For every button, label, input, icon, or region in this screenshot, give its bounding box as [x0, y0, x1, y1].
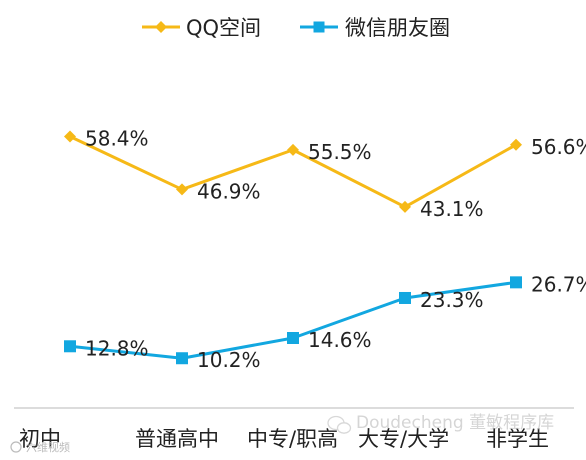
- data-point-0-0: [64, 130, 76, 143]
- data-point-1-2: [287, 332, 299, 344]
- data-point-1-0: [64, 340, 76, 353]
- watermark-text: Doudecheng 董敏程序库: [356, 413, 554, 433]
- data-point-0-3: [399, 200, 411, 213]
- category-label-1: 普通高中: [135, 427, 219, 451]
- data-label-1-2: 14.6%: [308, 328, 372, 352]
- data-point-1-3: [399, 291, 411, 304]
- data-point-1-4: [510, 276, 522, 289]
- data-label-0-4: 56.6%: [531, 135, 586, 159]
- data-point-0-4: [510, 138, 522, 151]
- legend-item-0: QQ空间: [142, 16, 261, 40]
- data-label-0-0: 58.4%: [85, 127, 149, 151]
- watermark: Doudecheng 董敏程序库 六维视频: [10, 413, 554, 454]
- data-label-1-0: 12.8%: [85, 336, 149, 360]
- category-label-4: 非学生: [486, 427, 549, 451]
- series-layer: 58.4% 46.9% 55.5% 43.1% 56.6% 12.8% 10.2% 14.6%…: [64, 127, 586, 372]
- category-label-2: 中专/职高: [247, 427, 338, 451]
- series-0: 58.4% 46.9% 55.5% 43.1% 56.6%: [64, 127, 586, 221]
- data-label-1-3: 23.3%: [420, 288, 484, 312]
- legend-item-1: 微信朋友圈: [300, 16, 450, 40]
- legend-marker-1: [313, 21, 325, 33]
- category-label-3: 大专/大学: [358, 427, 449, 451]
- watermark-small-text: 六维视频: [26, 440, 70, 454]
- x-axis-categories: 初中 普通高中 中专/职高 大专/大学 非学生: [19, 427, 549, 451]
- legend: QQ空间 微信朋友圈: [142, 16, 450, 40]
- wechat-icon: [327, 415, 352, 434]
- data-label-1-4: 26.7%: [531, 272, 586, 296]
- data-label-0-2: 55.5%: [308, 140, 372, 164]
- data-point-0-1: [176, 183, 188, 196]
- legend-label-1: 微信朋友圈: [345, 16, 450, 40]
- weibo-icon: [10, 441, 22, 453]
- legend-marker-0: [155, 21, 167, 33]
- data-label-0-3: 43.1%: [420, 197, 484, 221]
- data-point-1-1: [176, 352, 188, 365]
- data-label-0-1: 46.9%: [197, 179, 261, 203]
- data-label-1-1: 10.2%: [197, 348, 261, 372]
- category-label-0: 初中: [19, 427, 61, 451]
- series-1: 12.8% 10.2% 14.6% 23.3% 26.7%: [64, 272, 586, 372]
- legend-label-0: QQ空间: [186, 16, 261, 40]
- data-point-0-2: [287, 143, 299, 156]
